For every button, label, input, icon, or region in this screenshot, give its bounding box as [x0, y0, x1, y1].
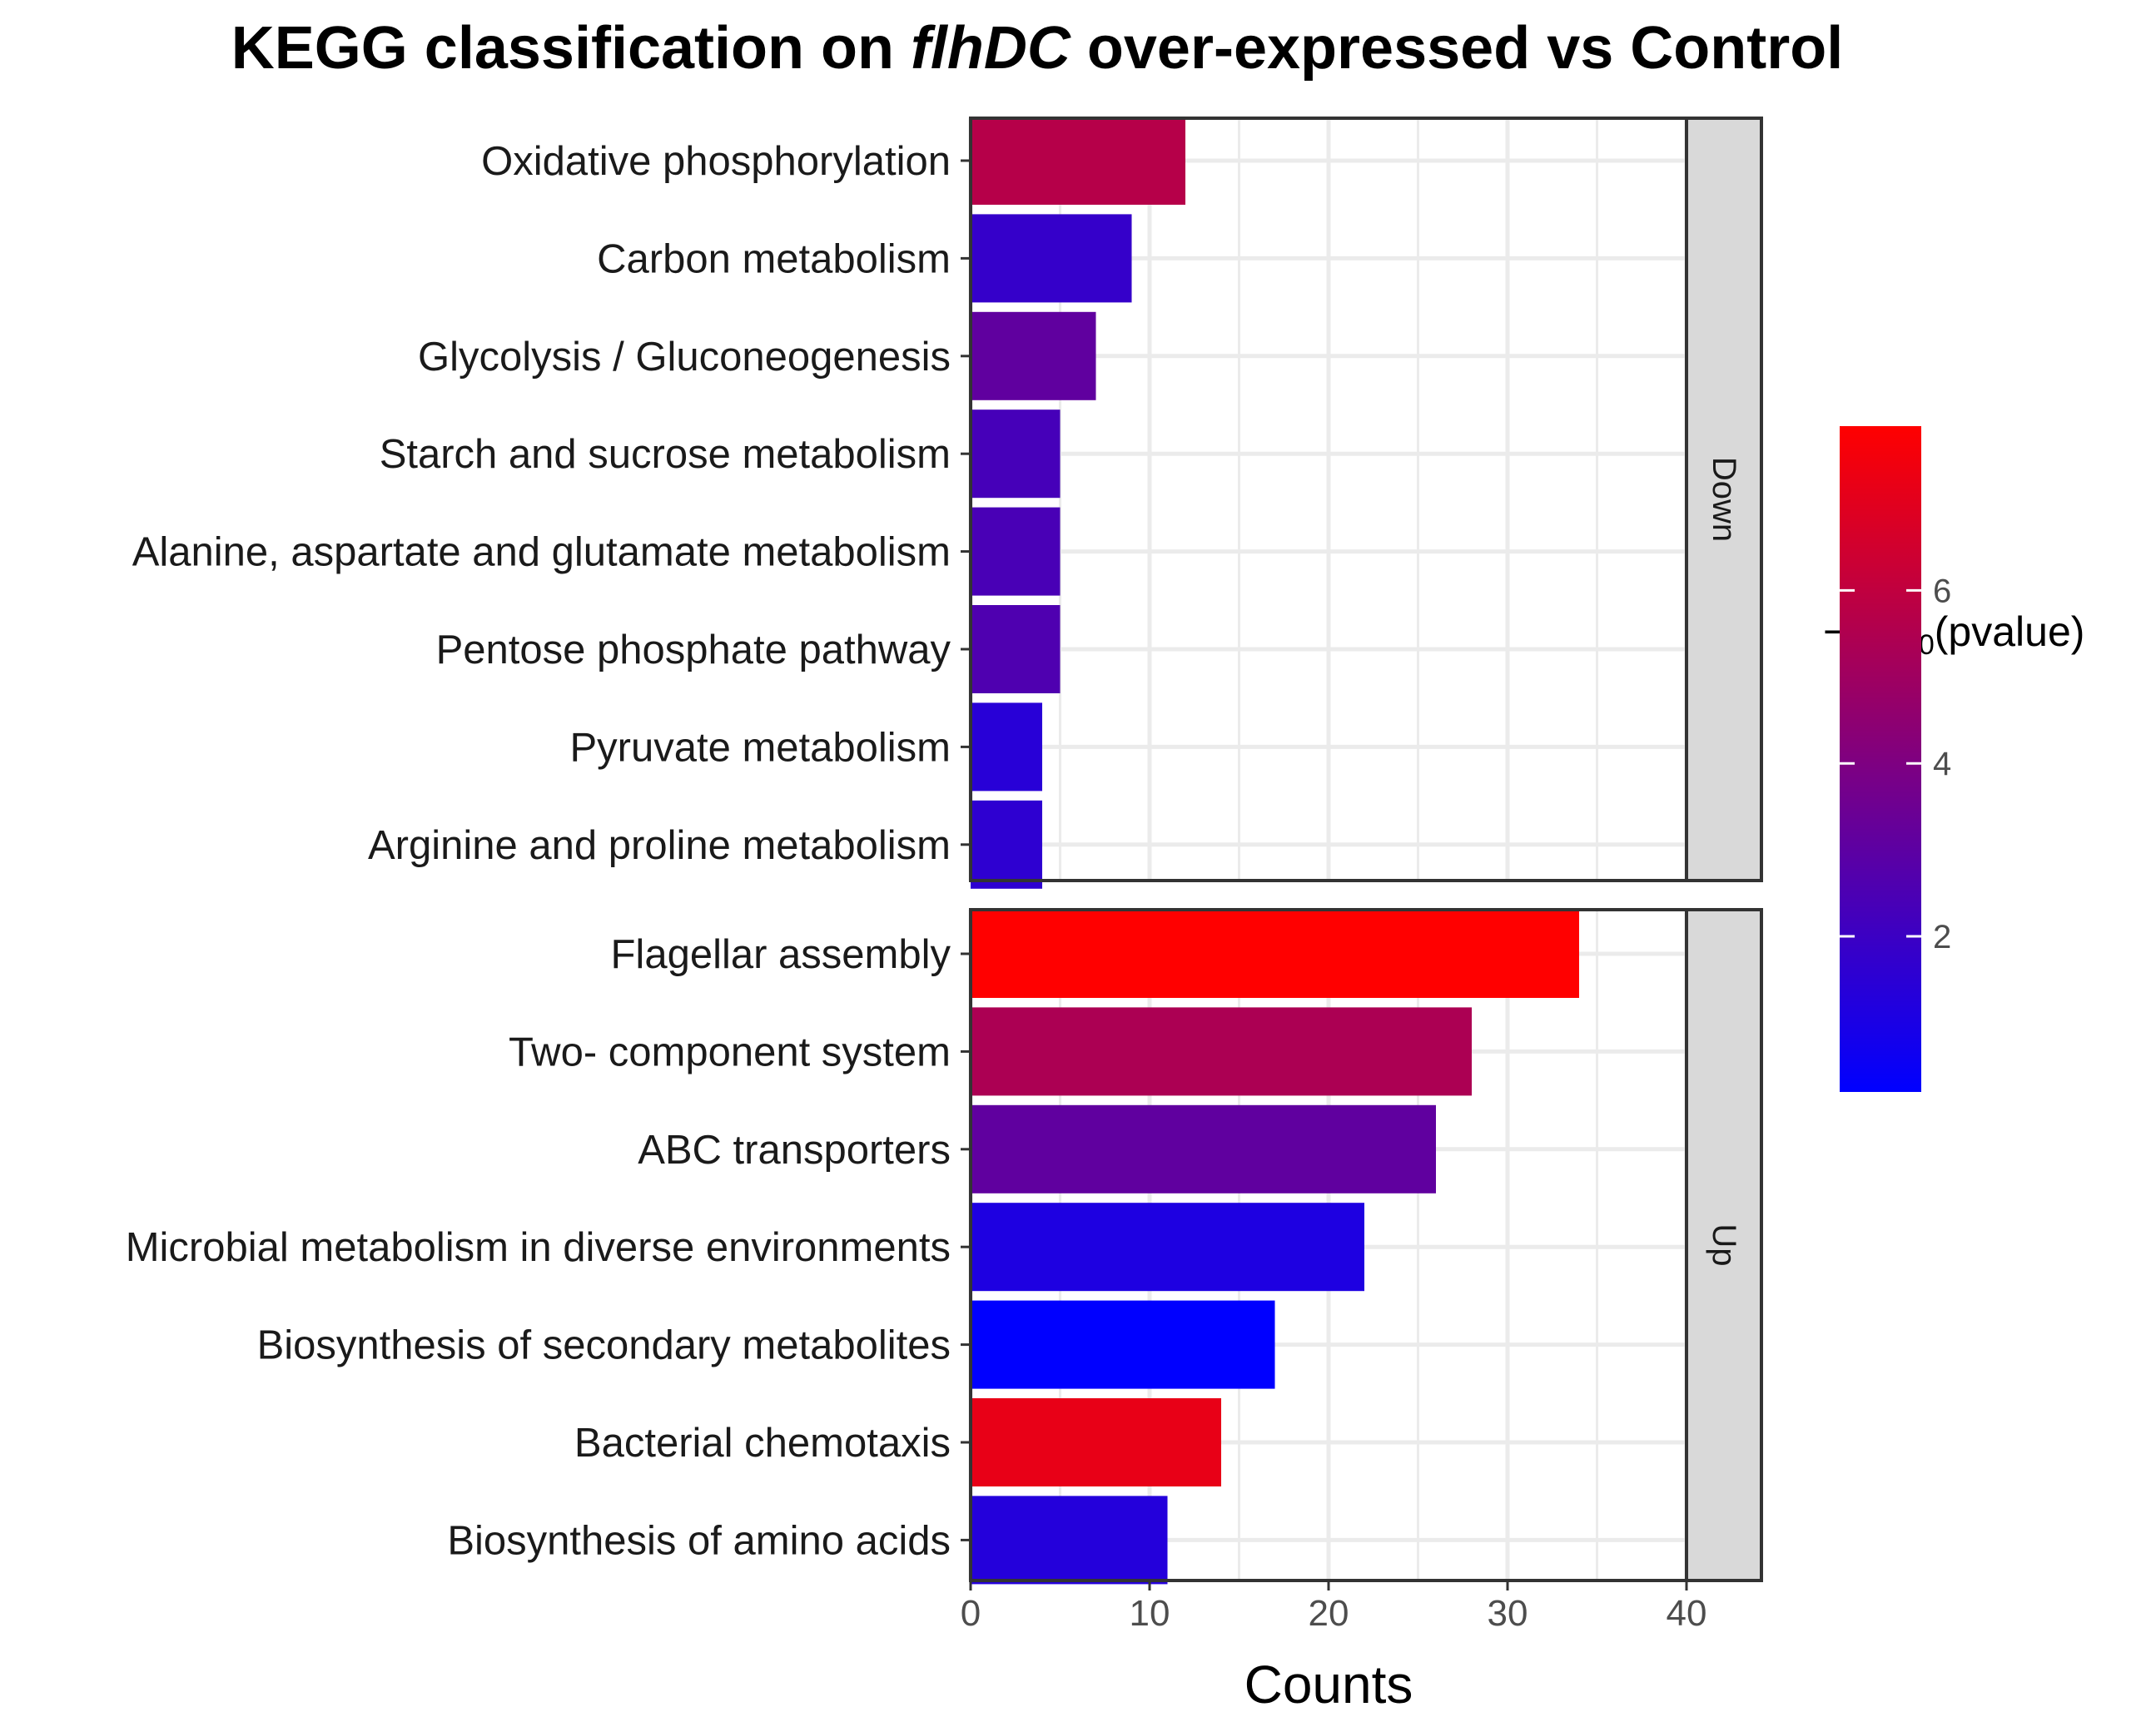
category-label: Arginine and proline metabolism — [368, 823, 951, 868]
bar — [971, 702, 1042, 792]
category-label: Glycolysis / Gluconeogenesis — [418, 335, 951, 380]
bar — [971, 1104, 1436, 1193]
bar — [971, 800, 1042, 889]
facet-strip-label: Down — [1706, 457, 1742, 542]
category-label: Pentose phosphate pathway — [436, 628, 951, 672]
bar — [971, 1300, 1275, 1389]
bar — [971, 117, 1185, 205]
category-label: Carbon metabolism — [597, 236, 951, 281]
category-label: Alanine, aspartate and glutamate metabol… — [132, 530, 951, 575]
facet-strips: Down Up — [1685, 117, 1763, 1582]
legend-tick-label: 2 — [1933, 919, 1951, 955]
category-label: Biosynthesis of secondary metabolites — [257, 1323, 951, 1368]
facet-strip-down — [1685, 117, 1763, 882]
category-label: Microbial metabolism in diverse environm… — [126, 1225, 951, 1270]
title-part-3: over-expressed vs Control — [1071, 15, 1843, 82]
bar — [971, 311, 1096, 400]
bar — [971, 1203, 1364, 1292]
category-label: Oxidative phosphorylation — [481, 139, 951, 184]
legend-tick-label: 4 — [1933, 746, 1951, 782]
category-label: Flagellar assembly — [611, 932, 951, 977]
legend-ticks: 2 4 6 — [1840, 573, 1951, 955]
x-axis: 0 10 20 30 40 — [961, 1581, 1707, 1634]
category-label: Biosynthesis of amino acids — [447, 1518, 951, 1563]
category-labels: Oxidative phosphorylation Carbon metaboli… — [126, 139, 971, 1563]
x-axis-title: Counts — [1244, 1655, 1413, 1715]
title-part-1: KEGG classification on — [231, 15, 911, 82]
color-legend: −log10(pvalue) 246 — [1823, 426, 2084, 1092]
title-gene-name: flhDC — [911, 15, 1071, 82]
category-label: Pyruvate metabolism — [569, 725, 951, 770]
legend-tick-label: 6 — [1933, 573, 1951, 609]
bar — [971, 1398, 1221, 1486]
bars — [971, 117, 1579, 1585]
x-tick-label: 20 — [1309, 1593, 1349, 1634]
legend-colorbar — [1840, 426, 1921, 1092]
bar — [971, 214, 1132, 303]
x-tick-label: 0 — [961, 1593, 981, 1634]
bar — [971, 1007, 1472, 1096]
category-label: Two- component system — [509, 1030, 951, 1074]
category-label: ABC transporters — [638, 1128, 951, 1173]
category-label: Bacterial chemotaxis — [574, 1421, 951, 1466]
bar — [971, 409, 1061, 499]
facet-strip-up — [1685, 908, 1763, 1582]
category-label: Starch and sucrose metabolism — [380, 432, 951, 477]
legend-title-suffix: (pvalue) — [1935, 608, 2085, 655]
bar — [971, 507, 1061, 596]
bar — [971, 910, 1579, 998]
chart-title: KEGG classification on flhDC over-expres… — [231, 15, 1843, 82]
x-tick-label: 30 — [1488, 1593, 1528, 1634]
bar — [971, 1496, 1168, 1585]
x-tick-label: 40 — [1667, 1593, 1707, 1634]
bar — [971, 605, 1061, 693]
facet-strip-label: Up — [1706, 1223, 1742, 1266]
x-tick-label: 10 — [1130, 1593, 1170, 1634]
